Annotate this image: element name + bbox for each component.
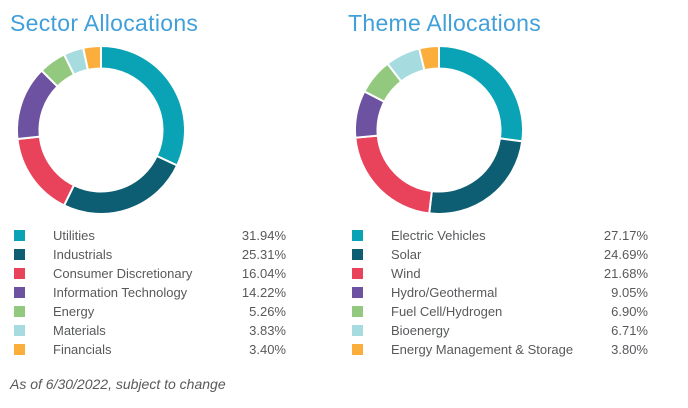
legend-item-wind: Wind 21.68% (352, 264, 648, 283)
legend-label: Industrials (53, 247, 113, 262)
legend-swatch-icon (14, 249, 25, 260)
legend-label: Electric Vehicles (391, 228, 486, 243)
sector-allocations-section: Sector Allocations Utilities 31.94% Indust… (10, 10, 336, 359)
legend-label: Utilities (53, 228, 95, 243)
donut-slice-energy-management-storage (417, 44, 440, 72)
legend-value: 3.80% (611, 342, 648, 357)
theme-allocations-section: Theme Allocations Electric Vehicles 27.17… (348, 10, 680, 359)
legend-value: 27.17% (603, 228, 648, 243)
legend-item-hydro-geothermal: Hydro/Geothermal 9.05% (352, 283, 648, 302)
legend-item-materials: Materials 3.83% (14, 321, 286, 340)
legend-value: 16.04% (241, 266, 286, 281)
donut-slice-industrials (62, 154, 179, 215)
legend-item-consumer-discretionary: Consumer Discretionary 16.04% (14, 264, 286, 283)
legend-swatch-icon (352, 268, 363, 279)
legend-label: Solar (391, 247, 422, 262)
legend-swatch-icon (352, 249, 363, 260)
donut-slice-financials (82, 44, 102, 72)
legend-swatch-icon (14, 306, 25, 317)
legend-item-electric-vehicles: Electric Vehicles 27.17% (352, 226, 648, 245)
legend-item-energy-management-storage: Energy Management & Storage 3.80% (352, 340, 648, 359)
theme-allocations-title: Theme Allocations (348, 10, 542, 36)
legend-value: 31.94% (241, 228, 286, 243)
legend-item-fuel-cell-hydrogen: Fuel Cell/Hydrogen 6.90% (352, 302, 648, 321)
legend-value: 25.31% (241, 247, 286, 262)
legend-item-information-technology: Information Technology 14.22% (14, 283, 286, 302)
donut-slice-consumer-discretionary (16, 135, 76, 207)
legend-item-financials: Financials 3.40% (14, 340, 286, 359)
legend-value: 3.40% (249, 342, 286, 357)
legend-value: 9.05% (611, 285, 648, 300)
legend-swatch-icon (14, 344, 25, 355)
legend-label: Consumer Discretionary (53, 266, 193, 281)
legend-value: 14.22% (241, 285, 286, 300)
legend-value: 5.26% (249, 304, 286, 319)
legend-swatch-icon (14, 268, 25, 279)
legend-value: 24.69% (603, 247, 648, 262)
legend-label: Energy Management & Storage (391, 342, 574, 357)
donut-slice-utilities (100, 44, 186, 167)
sector-allocations-title: Sector Allocations (10, 10, 199, 36)
legend-label: Financials (53, 342, 112, 357)
legend-value: 6.90% (611, 304, 648, 319)
legend-item-bioenergy: Bioenergy 6.71% (352, 321, 648, 340)
theme-donut-svg (354, 44, 524, 215)
legend-swatch-icon (352, 344, 363, 355)
legend-swatch-icon (352, 325, 363, 336)
legend-swatch-icon (352, 230, 363, 241)
donut-slice-solar (428, 137, 524, 215)
legend-item-energy: Energy 5.26% (14, 302, 286, 321)
legend-label: Information Technology (53, 285, 188, 300)
sector-donut-svg (16, 44, 186, 215)
legend-label: Hydro/Geothermal (391, 285, 498, 300)
legend-label: Fuel Cell/Hydrogen (391, 304, 503, 319)
donut-slice-electric-vehicles (438, 44, 524, 143)
legend-value: 3.83% (249, 323, 286, 338)
legend-swatch-icon (352, 287, 363, 298)
legend-label: Materials (53, 323, 106, 338)
legend-item-industrials: Industrials 25.31% (14, 245, 286, 264)
legend-swatch-icon (352, 306, 363, 317)
legend-swatch-icon (14, 325, 25, 336)
sector-donut-chart (14, 43, 188, 217)
legend-item-utilities: Utilities 31.94% (14, 226, 286, 245)
donut-slice-wind (354, 134, 433, 215)
theme-legend: Electric Vehicles 27.17% Solar 24.69% Wind 21… (352, 226, 648, 359)
legend-value: 21.68% (603, 266, 648, 281)
legend-swatch-icon (14, 230, 25, 241)
legend-swatch-icon (14, 287, 25, 298)
as-of-date-footnote: As of 6/30/2022, subject to change (10, 376, 226, 392)
legend-value: 6.71% (611, 323, 648, 338)
sector-legend: Utilities 31.94% Industrials 25.31% Consumer… (14, 226, 286, 359)
legend-label: Bioenergy (391, 323, 450, 338)
legend-item-solar: Solar 24.69% (352, 245, 648, 264)
legend-label: Wind (391, 266, 421, 281)
theme-donut-chart (352, 43, 526, 217)
legend-label: Energy (53, 304, 95, 319)
